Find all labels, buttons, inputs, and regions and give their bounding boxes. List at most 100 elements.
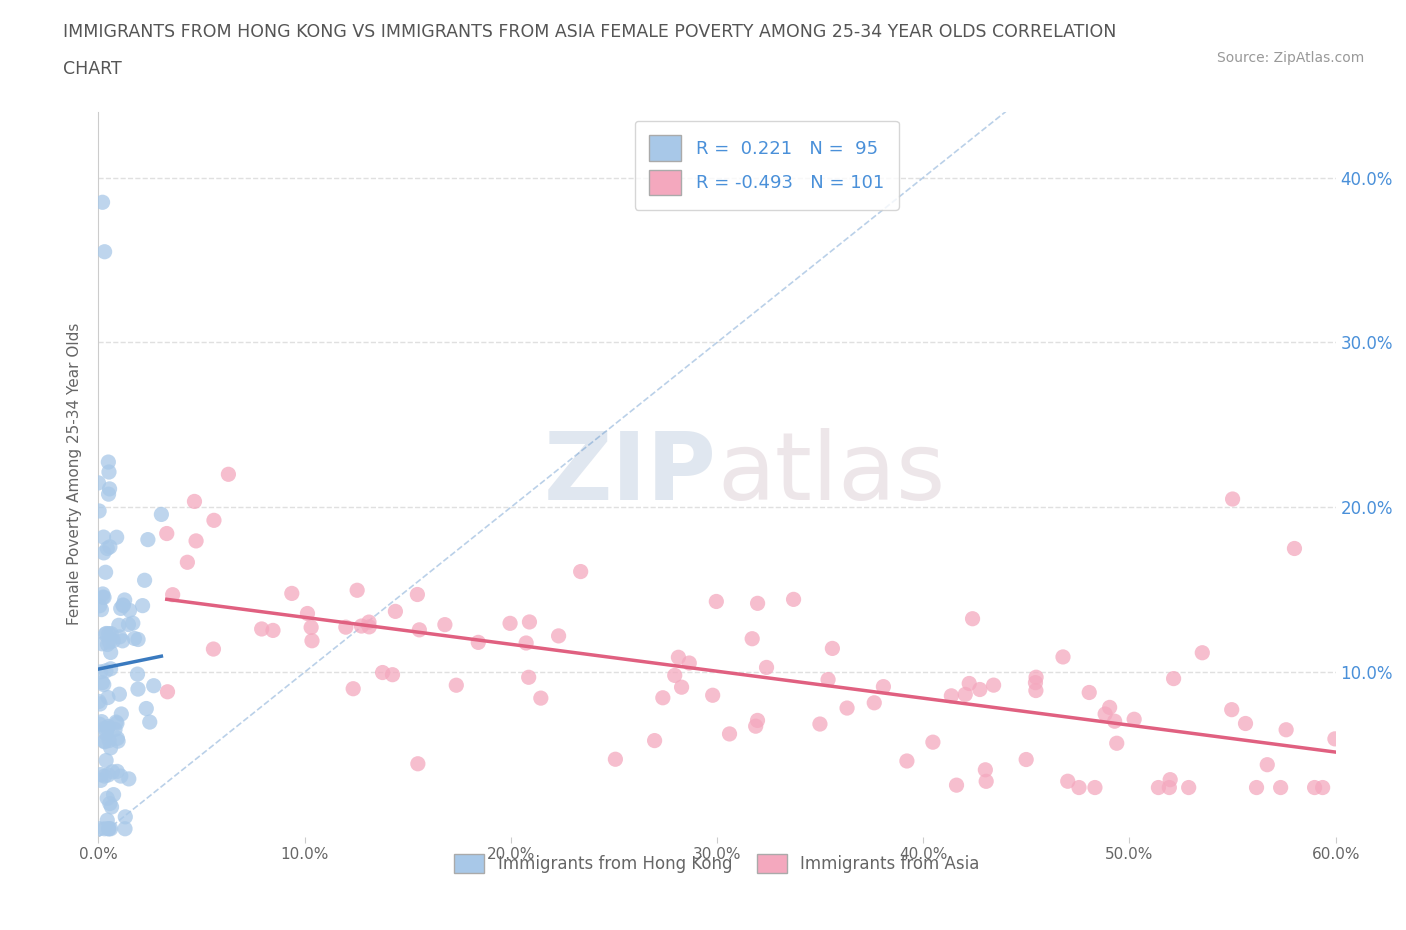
Point bbox=[97, 767, 120, 782]
Point bbox=[87, 503, 110, 518]
Point bbox=[668, 650, 690, 665]
Point bbox=[142, 678, 165, 693]
Point bbox=[644, 733, 666, 748]
Point bbox=[98, 796, 121, 811]
Point bbox=[406, 587, 429, 602]
Point bbox=[1303, 780, 1326, 795]
Point bbox=[406, 756, 429, 771]
Point bbox=[94, 627, 117, 642]
Point bbox=[93, 821, 115, 836]
Point bbox=[117, 618, 139, 632]
Point bbox=[87, 694, 110, 709]
Text: atlas: atlas bbox=[717, 429, 945, 520]
Point bbox=[1105, 736, 1128, 751]
Point bbox=[467, 635, 489, 650]
Point bbox=[359, 619, 381, 634]
Point bbox=[136, 532, 159, 547]
Point bbox=[96, 626, 118, 641]
Point bbox=[835, 700, 858, 715]
Point bbox=[1147, 780, 1170, 795]
Point bbox=[1104, 713, 1126, 728]
Text: ZIP: ZIP bbox=[544, 429, 717, 520]
Point bbox=[89, 697, 111, 711]
Point bbox=[110, 601, 132, 616]
Point bbox=[100, 645, 122, 660]
Point bbox=[91, 195, 114, 210]
Text: Source: ZipAtlas.com: Source: ZipAtlas.com bbox=[1216, 51, 1364, 65]
Point bbox=[93, 245, 115, 259]
Point bbox=[90, 773, 112, 788]
Point bbox=[1078, 685, 1101, 700]
Point bbox=[1323, 731, 1346, 746]
Point bbox=[704, 594, 727, 609]
Point bbox=[446, 678, 468, 693]
Point bbox=[101, 764, 124, 779]
Point bbox=[945, 777, 967, 792]
Point bbox=[96, 637, 118, 652]
Point bbox=[93, 590, 115, 604]
Point bbox=[297, 606, 319, 621]
Point bbox=[517, 670, 540, 684]
Point bbox=[135, 701, 157, 716]
Point bbox=[817, 672, 839, 687]
Point bbox=[107, 734, 129, 749]
Point bbox=[156, 684, 179, 699]
Point bbox=[139, 714, 162, 729]
Point bbox=[105, 714, 128, 729]
Point bbox=[747, 596, 769, 611]
Point bbox=[118, 603, 141, 618]
Point bbox=[969, 682, 991, 697]
Point bbox=[96, 541, 118, 556]
Point bbox=[110, 707, 132, 722]
Point bbox=[519, 615, 541, 630]
Point bbox=[605, 751, 627, 766]
Point bbox=[96, 813, 118, 828]
Point bbox=[111, 633, 134, 648]
Point bbox=[718, 726, 741, 741]
Point bbox=[499, 616, 522, 631]
Point bbox=[91, 675, 114, 690]
Point bbox=[782, 591, 804, 606]
Point bbox=[183, 494, 205, 509]
Point bbox=[821, 641, 844, 656]
Point bbox=[1246, 780, 1268, 795]
Point bbox=[747, 713, 769, 728]
Point bbox=[1084, 780, 1107, 795]
Point bbox=[94, 721, 117, 736]
Point bbox=[90, 602, 112, 617]
Point bbox=[104, 722, 127, 737]
Point bbox=[1177, 780, 1199, 795]
Point bbox=[108, 686, 131, 701]
Point bbox=[131, 598, 153, 613]
Point bbox=[664, 668, 686, 683]
Point bbox=[922, 735, 945, 750]
Point bbox=[651, 690, 673, 705]
Point bbox=[863, 696, 886, 711]
Point bbox=[515, 635, 537, 650]
Point bbox=[114, 809, 136, 824]
Point bbox=[105, 764, 128, 778]
Point bbox=[184, 534, 207, 549]
Point bbox=[1056, 774, 1078, 789]
Point bbox=[98, 482, 121, 497]
Point bbox=[96, 790, 118, 805]
Point bbox=[94, 565, 117, 579]
Point bbox=[176, 555, 198, 570]
Point bbox=[1159, 772, 1181, 787]
Point bbox=[433, 618, 456, 632]
Point bbox=[872, 679, 894, 694]
Point bbox=[346, 583, 368, 598]
Point bbox=[1067, 780, 1090, 795]
Point bbox=[702, 688, 724, 703]
Point bbox=[91, 636, 114, 651]
Point bbox=[97, 690, 120, 705]
Point bbox=[90, 714, 112, 729]
Point bbox=[97, 721, 120, 736]
Point bbox=[350, 618, 373, 633]
Point bbox=[97, 486, 120, 501]
Point bbox=[91, 587, 114, 602]
Point bbox=[335, 619, 357, 634]
Point bbox=[1222, 492, 1244, 507]
Point bbox=[202, 642, 225, 657]
Point bbox=[408, 622, 430, 637]
